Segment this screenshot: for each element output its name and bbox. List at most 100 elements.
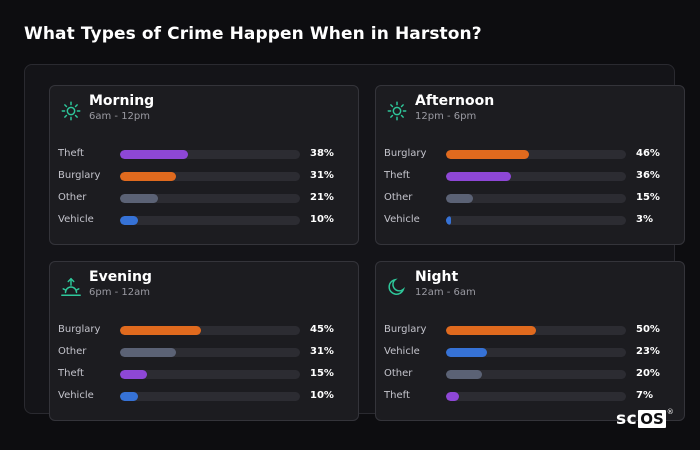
bar-value: 21% bbox=[310, 192, 334, 203]
bar-theft bbox=[120, 370, 147, 379]
bar-track bbox=[120, 172, 300, 181]
card-title: Evening bbox=[89, 269, 152, 285]
bar-row: Vehicle 23% bbox=[384, 345, 678, 359]
bar-value: 45% bbox=[310, 324, 334, 335]
bar-track bbox=[120, 370, 300, 379]
bar-label: Other bbox=[384, 192, 413, 203]
bar-track bbox=[446, 194, 626, 203]
bar-burglary bbox=[120, 326, 201, 335]
bar-label: Burglary bbox=[384, 324, 427, 335]
bar-vehicle bbox=[446, 216, 452, 225]
bar-track bbox=[120, 392, 300, 401]
bar-row: Burglary 31% bbox=[58, 169, 352, 183]
bar-track bbox=[120, 326, 300, 335]
bar-track bbox=[446, 172, 626, 181]
bar-track bbox=[446, 326, 626, 335]
bar-label: Vehicle bbox=[384, 346, 420, 357]
bar-other bbox=[446, 370, 482, 379]
bar-track bbox=[446, 348, 626, 357]
bar-theft bbox=[120, 150, 189, 159]
chart-card-evening: Evening 6pm - 12am Burglary 45% Other 31% Thef… bbox=[49, 261, 359, 421]
bar-burglary bbox=[446, 150, 529, 159]
card-subtitle: 6pm - 12am bbox=[89, 287, 151, 298]
chart-card-night: Night 12am - 6am Burglary 50% Vehicle 23% Othe… bbox=[375, 261, 685, 421]
bar-row: Other 15% bbox=[384, 191, 678, 205]
bar-row: Other 21% bbox=[58, 191, 352, 205]
bar-row: Burglary 50% bbox=[384, 323, 678, 337]
bar-label: Burglary bbox=[58, 324, 101, 335]
bar-theft bbox=[446, 172, 511, 181]
bar-other bbox=[120, 348, 176, 357]
bar-label: Other bbox=[58, 346, 87, 357]
bar-row: Vehicle 10% bbox=[58, 389, 352, 403]
logo-text-sc: sc bbox=[616, 409, 638, 429]
bar-row: Theft 36% bbox=[384, 169, 678, 183]
bar-row: Vehicle 10% bbox=[58, 213, 352, 227]
bar-label: Vehicle bbox=[58, 214, 94, 225]
bar-vehicle bbox=[446, 348, 488, 357]
bar-label: Vehicle bbox=[384, 214, 420, 225]
bar-vehicle bbox=[120, 392, 138, 401]
bar-label: Vehicle bbox=[58, 390, 94, 401]
bar-track bbox=[120, 194, 300, 203]
bar-row: Burglary 45% bbox=[58, 323, 352, 337]
bar-vehicle bbox=[120, 216, 138, 225]
bar-value: 15% bbox=[636, 192, 660, 203]
page-title: What Types of Crime Happen When in Harst… bbox=[24, 24, 482, 44]
bar-value: 31% bbox=[310, 170, 334, 181]
card-subtitle: 12pm - 6pm bbox=[415, 111, 477, 122]
bar-value: 50% bbox=[636, 324, 660, 335]
card-title: Morning bbox=[89, 93, 155, 109]
sunset-icon bbox=[60, 276, 82, 298]
card-title: Afternoon bbox=[415, 93, 495, 109]
bar-value: 23% bbox=[636, 346, 660, 357]
bar-value: 36% bbox=[636, 170, 660, 181]
bar-label: Theft bbox=[384, 170, 410, 181]
sun-icon bbox=[60, 100, 82, 122]
bar-other bbox=[446, 194, 473, 203]
bar-label: Burglary bbox=[384, 148, 427, 159]
bar-row: Theft 7% bbox=[384, 389, 678, 403]
bar-track bbox=[446, 392, 626, 401]
bar-row: Vehicle 3% bbox=[384, 213, 678, 227]
bar-value: 10% bbox=[310, 214, 334, 225]
bar-label: Other bbox=[58, 192, 87, 203]
bar-row: Theft 15% bbox=[58, 367, 352, 381]
bar-track bbox=[120, 348, 300, 357]
bar-row: Burglary 46% bbox=[384, 147, 678, 161]
bar-track bbox=[446, 150, 626, 159]
bar-value: 15% bbox=[310, 368, 334, 379]
card-subtitle: 12am - 6am bbox=[415, 287, 476, 298]
card-title: Night bbox=[415, 269, 459, 285]
bar-theft bbox=[446, 392, 459, 401]
bar-label: Theft bbox=[58, 148, 84, 159]
bar-value: 20% bbox=[636, 368, 660, 379]
bar-label: Burglary bbox=[58, 170, 101, 181]
chart-card-afternoon: Afternoon 12pm - 6pm Burglary 46% Theft 36% Ot… bbox=[375, 85, 685, 245]
bar-label: Other bbox=[384, 368, 413, 379]
chart-card-morning: Morning 6am - 12pm Theft 38% Burglary 31% Othe… bbox=[49, 85, 359, 245]
scos-logo: sc OS ® bbox=[616, 408, 674, 430]
bar-value: 7% bbox=[636, 390, 653, 401]
bar-label: Theft bbox=[384, 390, 410, 401]
bar-burglary bbox=[446, 326, 536, 335]
bar-track bbox=[446, 216, 626, 225]
bar-track bbox=[120, 150, 300, 159]
bar-value: 10% bbox=[310, 390, 334, 401]
bar-row: Other 20% bbox=[384, 367, 678, 381]
bar-value: 46% bbox=[636, 148, 660, 159]
bar-burglary bbox=[120, 172, 176, 181]
bar-other bbox=[120, 194, 158, 203]
bar-value: 31% bbox=[310, 346, 334, 357]
card-subtitle: 6am - 12pm bbox=[89, 111, 151, 122]
bar-row: Theft 38% bbox=[58, 147, 352, 161]
bar-value: 38% bbox=[310, 148, 334, 159]
bar-value: 3% bbox=[636, 214, 653, 225]
bar-label: Theft bbox=[58, 368, 84, 379]
logo-registered-mark: ® bbox=[666, 408, 674, 416]
logo-text-os: OS bbox=[638, 410, 666, 428]
sun-icon bbox=[386, 100, 408, 122]
bar-track bbox=[120, 216, 300, 225]
moon-icon bbox=[386, 276, 408, 298]
bar-track bbox=[446, 370, 626, 379]
